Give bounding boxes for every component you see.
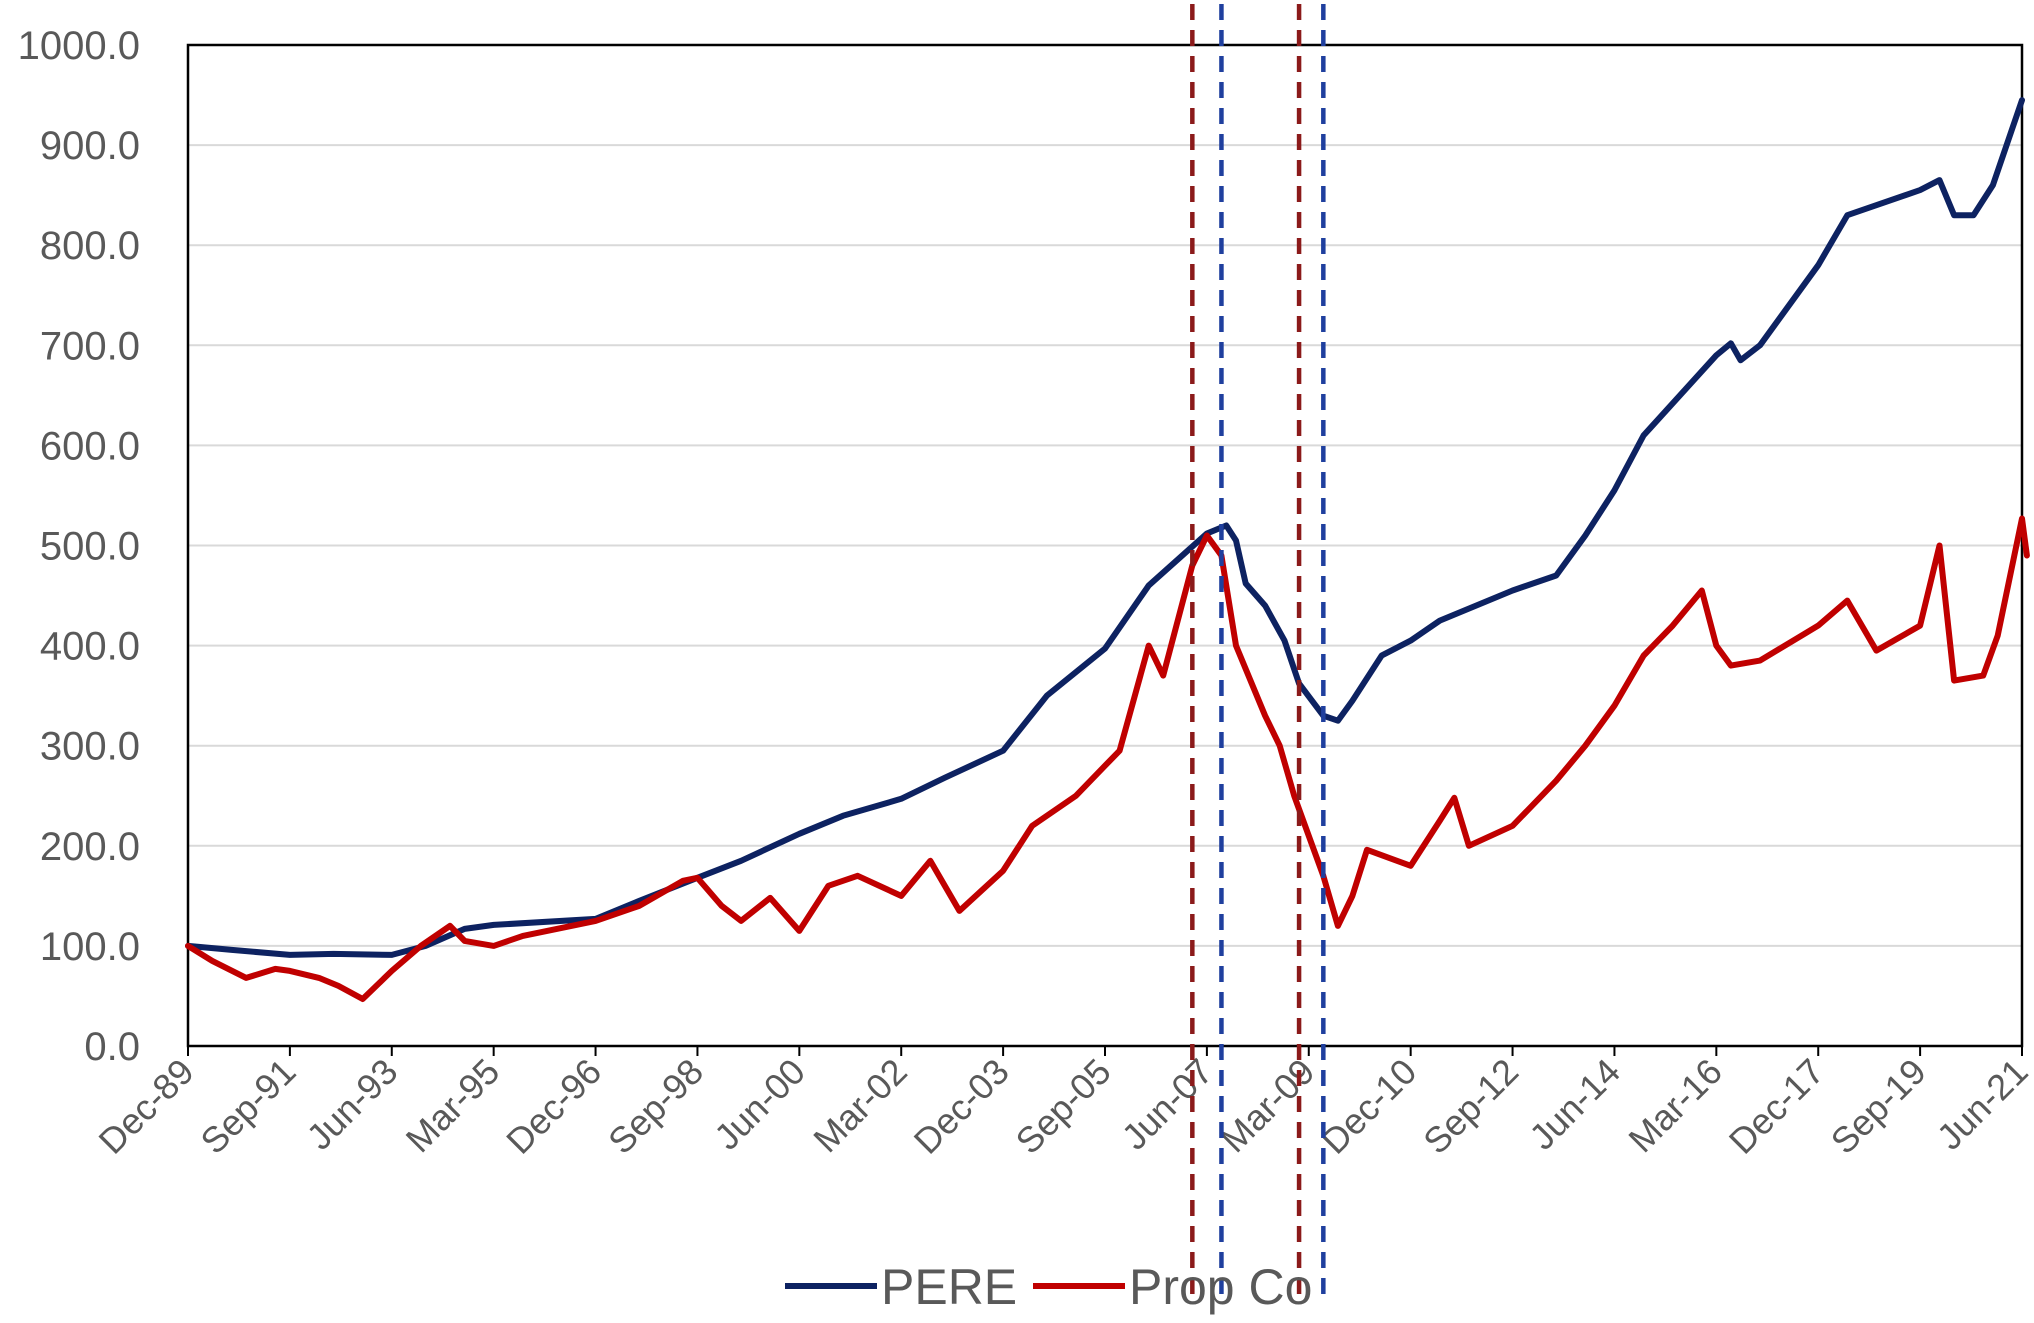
legend-label-prop-co: Prop Co (1129, 1259, 1312, 1315)
y-tick-label: 500.0 (40, 525, 140, 569)
x-tick-label: Dec-17 (1721, 1051, 1832, 1162)
legend: PERE Prop Co (785, 1259, 1312, 1315)
x-tick-label: Sep-91 (192, 1051, 303, 1162)
y-tick-label: 0.0 (84, 1025, 140, 1069)
y-tick-label: 400.0 (40, 625, 140, 669)
x-tick-label: Dec-03 (906, 1051, 1017, 1162)
x-tick-label: Mar-95 (398, 1051, 508, 1161)
x-tick-label: Sep-12 (1415, 1051, 1526, 1162)
y-tick-label: 900.0 (40, 124, 140, 168)
x-tick-label: Jun-21 (1929, 1051, 2034, 1158)
y-tick-label: 800.0 (40, 224, 140, 268)
series-line-pere (185, 97, 2025, 958)
x-tick-label: Mar-09 (1213, 1051, 1323, 1161)
gridlines (188, 144, 2022, 947)
y-tick-label: 700.0 (40, 324, 140, 368)
x-tick-label: Jun-14 (1521, 1051, 1628, 1158)
x-tick-label: Sep-05 (1008, 1051, 1119, 1162)
y-tick-label: 600.0 (40, 424, 140, 468)
x-tick-label: Mar-02 (805, 1051, 915, 1161)
x-tick-label: Sep-98 (600, 1051, 711, 1162)
y-tick-label: 100.0 (40, 925, 140, 969)
y-tick-label: 1000.0 (18, 24, 140, 68)
x-tick-label: Mar-16 (1620, 1051, 1730, 1161)
x-tick-label: Dec-10 (1313, 1051, 1424, 1162)
y-tick-label: 200.0 (40, 825, 140, 869)
y-tick-label: 300.0 (40, 725, 140, 769)
x-tick-label: Jun-93 (299, 1051, 406, 1158)
x-tick-label: Dec-96 (498, 1051, 609, 1162)
x-tick-label: Jun-07 (1114, 1051, 1221, 1158)
vertical-markers (1190, 4, 1326, 1298)
x-tick-label: Sep-19 (1823, 1051, 1934, 1162)
y-axis-ticks: 0.0 100.0 200.0 300.0 400.0 500.0 600.0 700.0 80… (18, 24, 140, 1069)
x-axis-ticks: Dec-89Sep-91Jun-93Mar-95Dec-96Sep-98Jun-… (91, 1046, 2034, 1162)
legend-label-pere: PERE (881, 1259, 1017, 1315)
series-lines (185, 97, 2030, 1002)
x-tick-label: Jun-00 (706, 1051, 813, 1158)
